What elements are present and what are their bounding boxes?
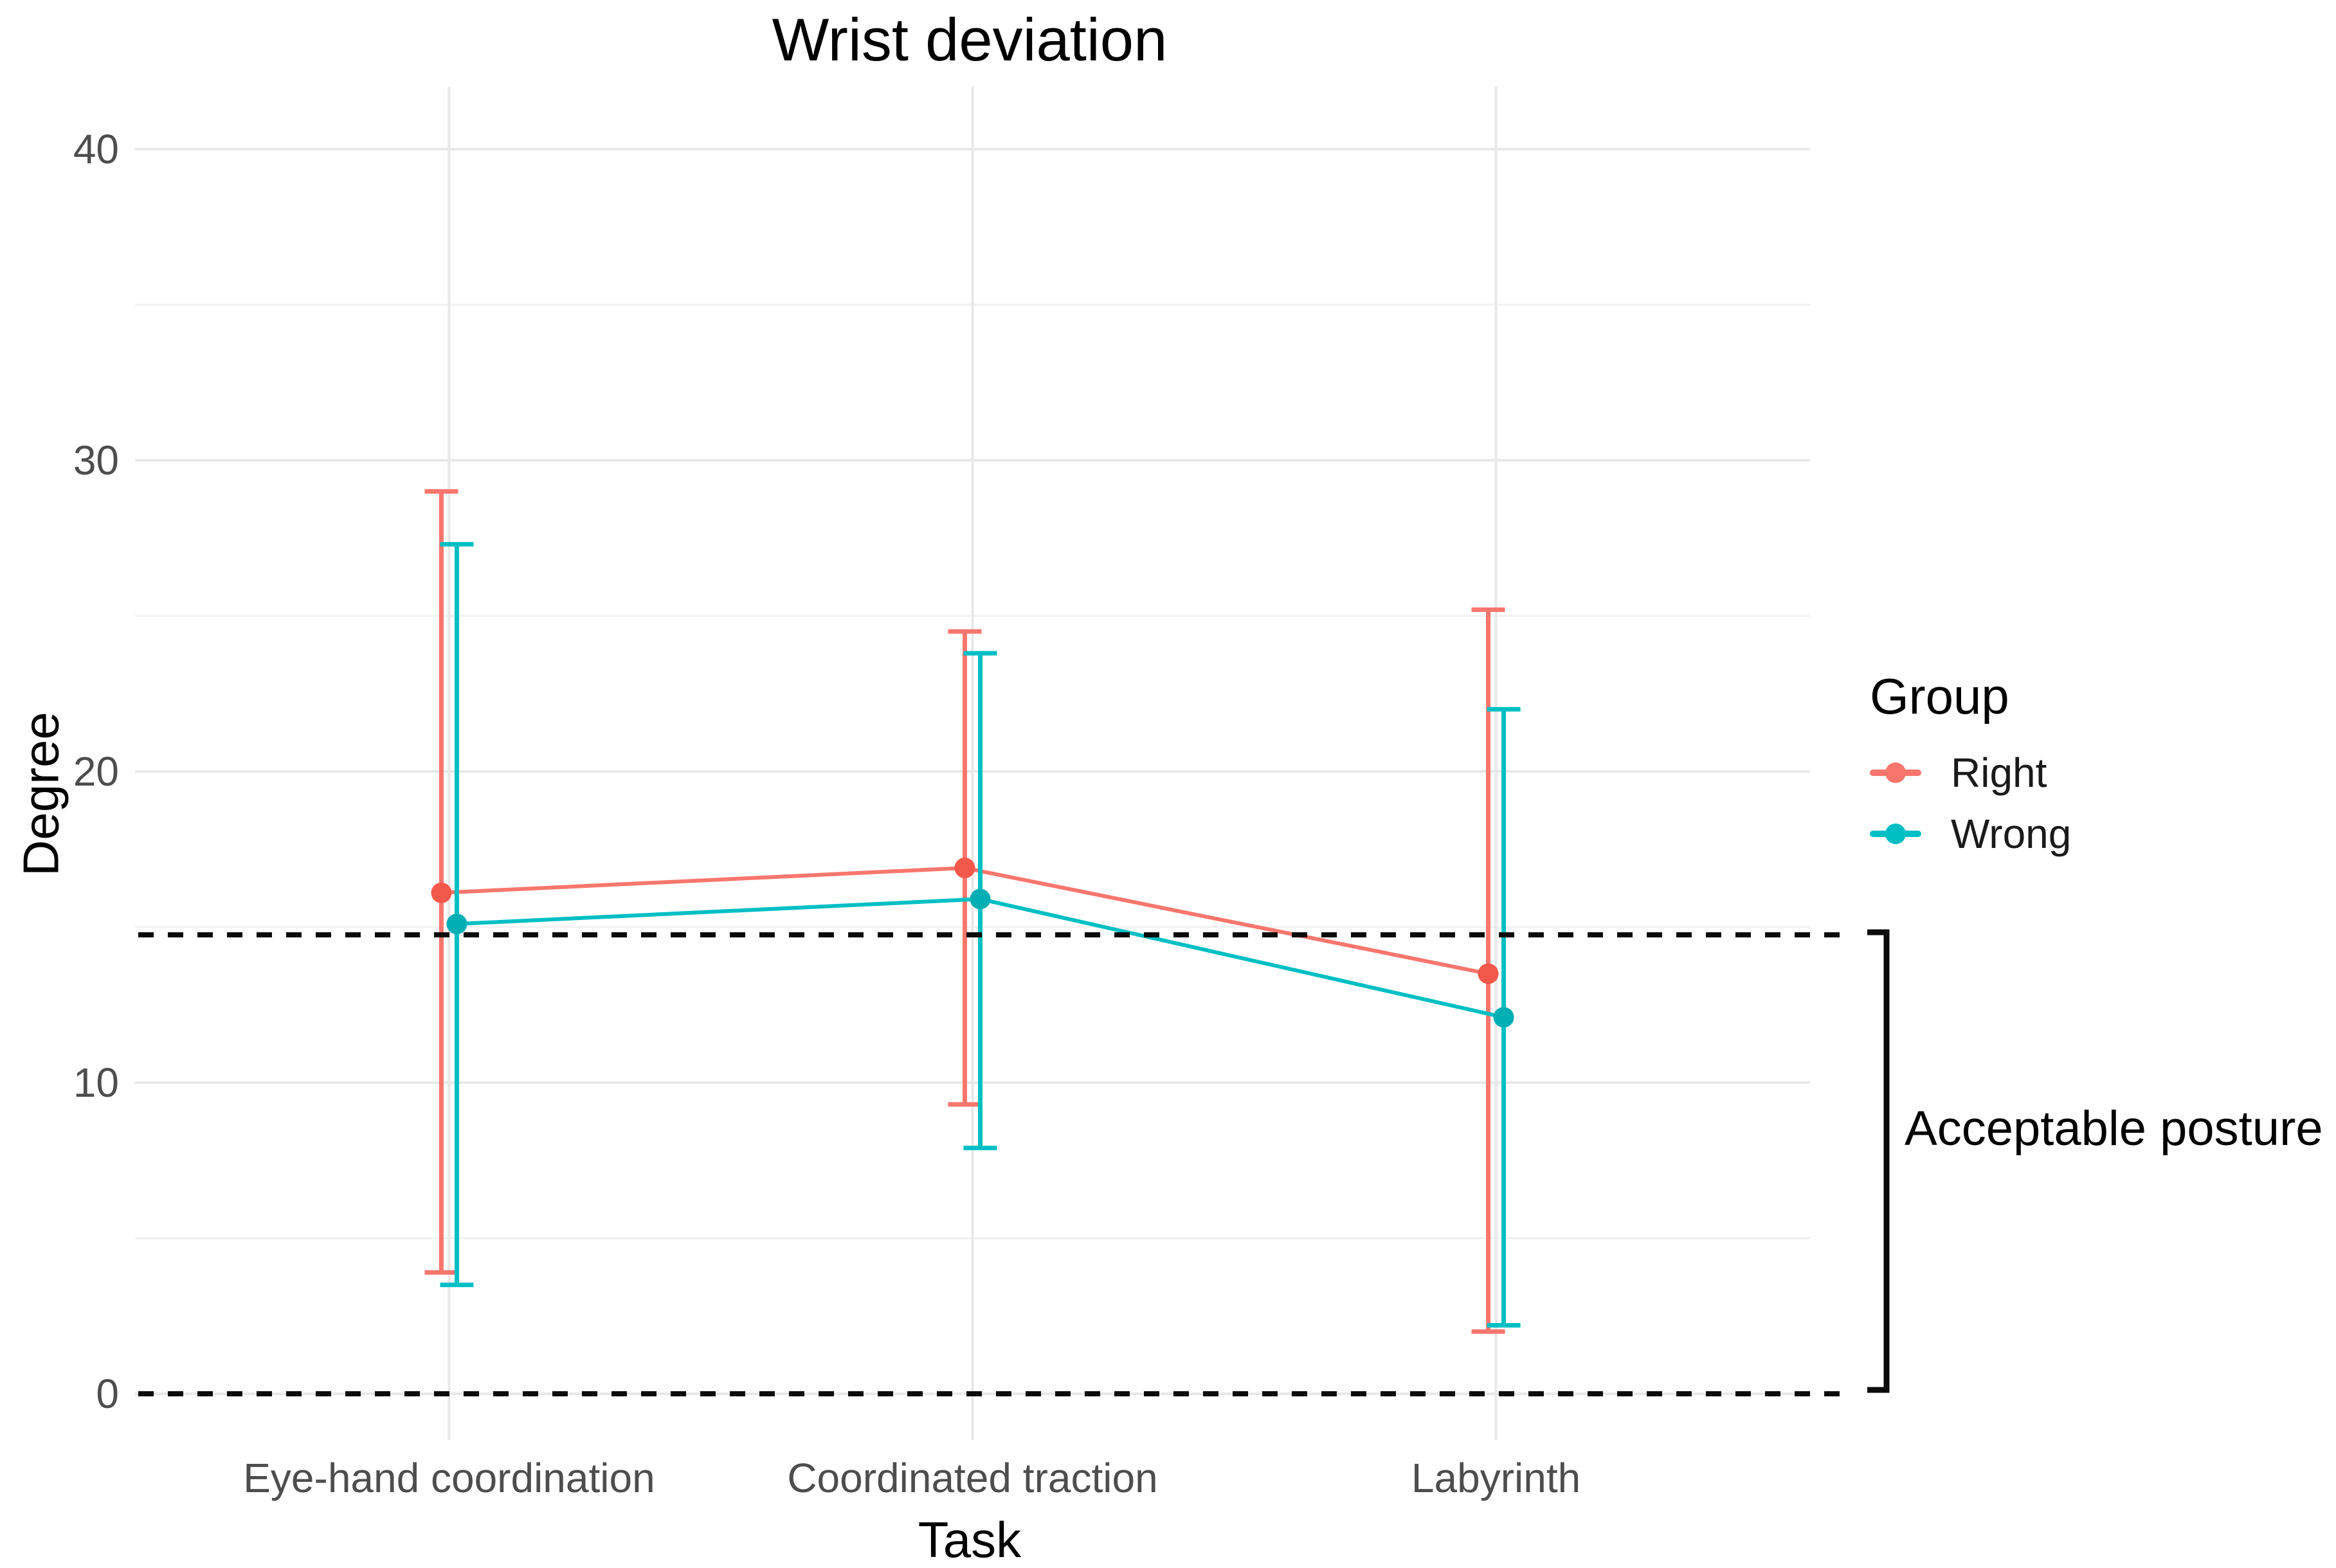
legend-label-wrong: Wrong	[1951, 811, 2072, 857]
chart-title: Wrist deviation	[772, 6, 1168, 73]
mean-point-wrong-labyrinth	[1493, 1007, 1514, 1028]
x-tick-label-coordinated-traction: Coordinated traction	[787, 1455, 1158, 1501]
y-tick-label-20: 20	[73, 748, 119, 795]
x-tick-label-eye-hand-coordination: Eye-hand coordination	[243, 1455, 655, 1501]
legend-key-wrong	[1870, 802, 1921, 866]
legend-title: Group	[1870, 668, 2009, 725]
y-tick-label-40: 40	[73, 126, 119, 172]
mean-point-wrong-eye-hand-coordination	[446, 914, 467, 935]
legend-item-right: Right	[1870, 741, 2047, 805]
y-tick-label-30: 30	[73, 437, 119, 483]
mean-point-wrong-coordinated-traction	[970, 888, 991, 910]
acceptable-posture-label: Acceptable posture	[1905, 1101, 2323, 1156]
mean-point-right-coordinated-traction	[954, 858, 975, 879]
y-tick-label-0: 0	[96, 1371, 119, 1417]
legend-item-wrong: Wrong	[1870, 802, 2071, 866]
acceptable-posture-bracket	[1867, 929, 1890, 1393]
mean-point-right-labyrinth	[1478, 963, 1499, 984]
errorbar-right-eye-hand-coordination	[424, 489, 458, 1275]
legend-label-right: Right	[1951, 750, 2047, 796]
mean-point-right-eye-hand-coordination	[431, 882, 452, 903]
legend-key-right	[1870, 741, 1921, 805]
x-tick-label-labyrinth: Labyrinth	[1411, 1455, 1581, 1501]
x-axis-title: Task	[918, 1511, 1022, 1568]
y-tick-label-10: 10	[73, 1059, 119, 1106]
